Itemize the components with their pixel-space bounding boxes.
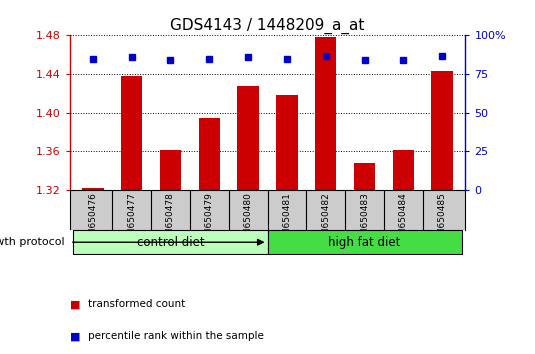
Bar [276,95,297,190]
Bar [121,76,142,190]
Bar [198,118,220,190]
Text: percentile rank within the sample: percentile rank within the sample [88,331,264,341]
Bar [160,149,181,190]
Text: control diet: control diet [136,236,204,249]
Text: GSM650477: GSM650477 [127,192,136,247]
Text: ■: ■ [70,299,80,309]
Text: growth protocol: growth protocol [0,237,64,247]
Bar [315,37,337,190]
Text: GSM650479: GSM650479 [205,192,214,247]
Bar [238,86,259,190]
Text: transformed count: transformed count [88,299,186,309]
Bar [432,71,453,190]
Title: GDS4143 / 1448209_a_at: GDS4143 / 1448209_a_at [170,18,365,34]
Bar [73,230,268,255]
Text: GSM650485: GSM650485 [438,192,447,247]
Text: GSM650482: GSM650482 [321,192,330,247]
Text: GSM650480: GSM650480 [243,192,253,247]
Text: GSM650478: GSM650478 [166,192,175,247]
Text: GSM650476: GSM650476 [88,192,97,247]
Text: high fat diet: high fat diet [328,236,401,249]
Bar [268,230,462,255]
Bar [354,163,375,190]
Text: GSM650481: GSM650481 [282,192,292,247]
Bar [82,188,103,190]
Bar [393,149,414,190]
Text: ■: ■ [70,331,80,341]
Text: GSM650484: GSM650484 [399,192,408,247]
Text: GSM650483: GSM650483 [360,192,369,247]
